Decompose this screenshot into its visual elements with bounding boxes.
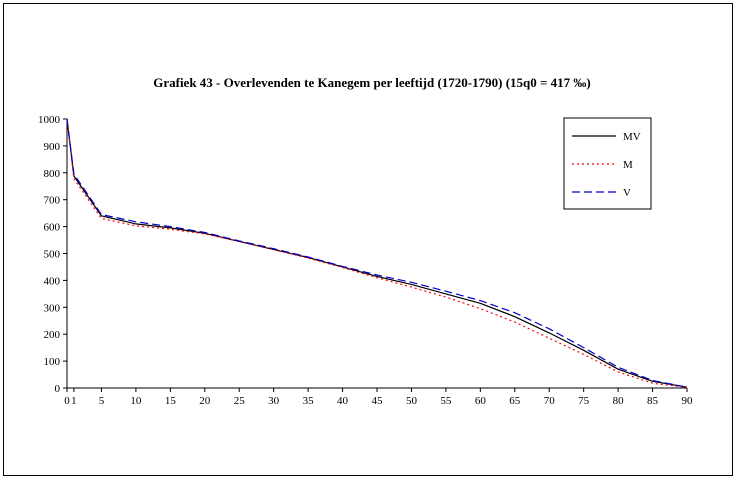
series-line-mv xyxy=(66,118,688,388)
y-tick-label: 900 xyxy=(44,141,61,153)
legend-label-m: M xyxy=(623,159,633,171)
series-layer xyxy=(66,118,688,389)
x-tick-label: 45 xyxy=(372,395,384,407)
y-tick-label: 800 xyxy=(44,168,61,180)
legend-label-v: V xyxy=(623,187,631,199)
x-tick-label: 10 xyxy=(130,395,142,407)
y-tick-label: 300 xyxy=(44,302,61,314)
x-tick-label: 75 xyxy=(578,395,590,407)
y-tick-label: 1000 xyxy=(38,114,61,126)
series-line-v xyxy=(66,118,688,388)
x-tick-label: 65 xyxy=(509,395,521,407)
series-line-m xyxy=(66,118,688,389)
x-tick-label: 35 xyxy=(303,395,315,407)
x-tick-label: 0 xyxy=(64,395,70,407)
x-tick-label: 15 xyxy=(165,395,177,407)
x-tick-label: 20 xyxy=(199,395,211,407)
x-tick-label: 60 xyxy=(475,395,487,407)
x-tick-label: 30 xyxy=(268,395,280,407)
y-tick-label: 100 xyxy=(44,356,61,368)
y-tick-label: 700 xyxy=(44,195,61,207)
y-tick-label: 400 xyxy=(44,275,61,287)
x-tick-label: 40 xyxy=(337,395,349,407)
x-tick-label: 1 xyxy=(71,395,77,407)
chart-title: Grafiek 43 - Overlevenden te Kanegem per… xyxy=(153,75,591,90)
x-tick-label: 70 xyxy=(544,395,556,407)
y-tick-label: 200 xyxy=(44,329,61,341)
x-tick-label: 5 xyxy=(99,395,105,407)
y-tick-label: 600 xyxy=(44,222,61,234)
x-tick-label: 55 xyxy=(440,395,452,407)
y-tick-label: 0 xyxy=(55,383,61,395)
x-tick-label: 85 xyxy=(647,395,659,407)
chart-frame xyxy=(3,3,733,476)
y-tick-label: 500 xyxy=(44,249,61,261)
x-tick-label: 25 xyxy=(234,395,246,407)
legend-label-mv: MV xyxy=(623,131,641,143)
x-tick-label: 80 xyxy=(613,395,625,407)
x-tick-label: 90 xyxy=(682,395,694,407)
x-tick-label: 50 xyxy=(406,395,418,407)
